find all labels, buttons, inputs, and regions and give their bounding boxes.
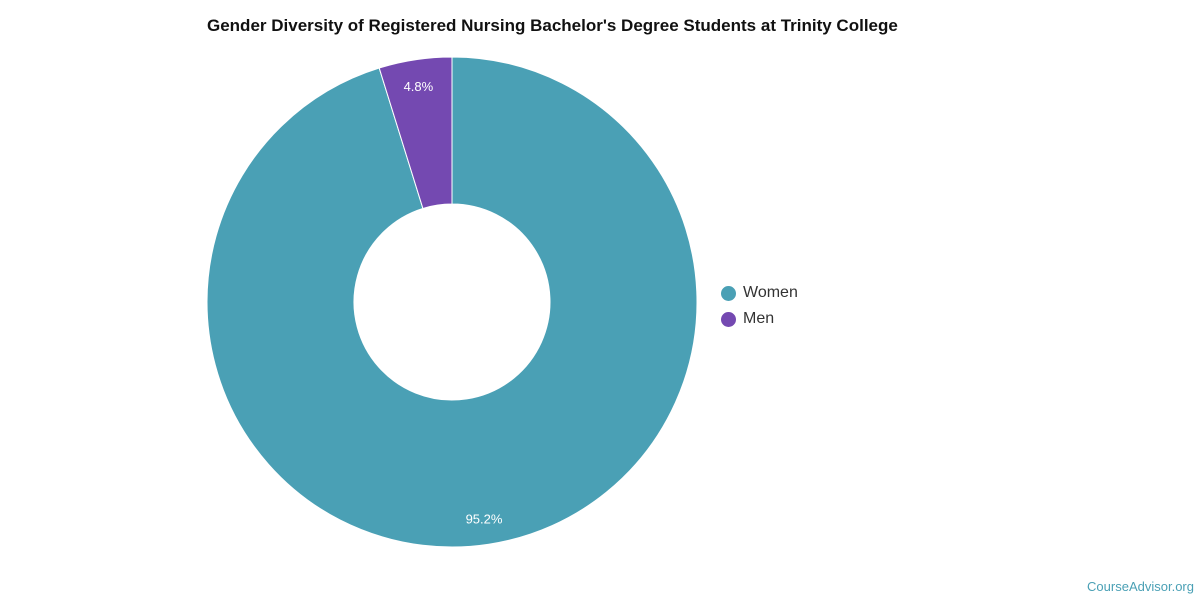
chart-title: Gender Diversity of Registered Nursing B…	[207, 16, 898, 35]
legend-swatch-men	[721, 311, 736, 327]
slice-men[interactable]	[378, 56, 453, 210]
data-label-women: 95.2%	[466, 511, 503, 526]
data-label-men: 4.8%	[404, 79, 434, 94]
legend-label-men: Men	[743, 310, 775, 327]
legend-label-women: Women	[743, 284, 798, 301]
legend-item-women[interactable]: Women	[721, 280, 798, 306]
watermark[interactable]: CourseAdvisor.org	[1087, 579, 1194, 594]
legend: Women Men	[721, 280, 798, 332]
legend-item-men[interactable]: Men	[721, 306, 798, 332]
legend-swatch-women	[721, 285, 736, 301]
slice-women[interactable]	[206, 56, 698, 548]
